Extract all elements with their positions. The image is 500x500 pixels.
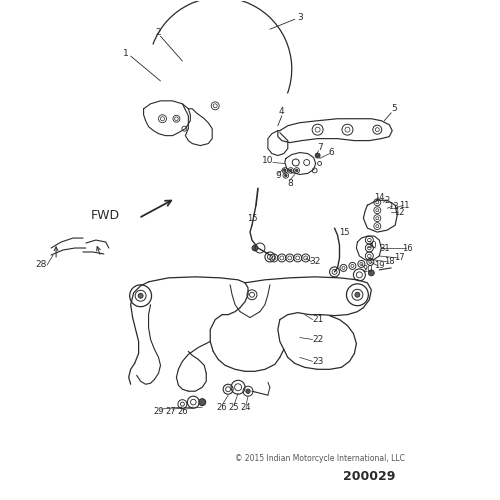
Text: 17: 17 (394, 254, 404, 262)
Circle shape (252, 245, 258, 251)
Text: 26: 26 (177, 406, 188, 416)
Text: 2: 2 (156, 28, 162, 36)
Circle shape (284, 174, 287, 176)
Text: 7: 7 (316, 143, 322, 152)
Text: FWD: FWD (91, 208, 120, 222)
Text: 13: 13 (388, 202, 398, 210)
Text: 29: 29 (154, 406, 164, 416)
Text: 1: 1 (123, 48, 128, 58)
Text: 21: 21 (312, 315, 324, 324)
Circle shape (368, 270, 374, 276)
Circle shape (246, 389, 250, 394)
Circle shape (290, 169, 292, 172)
Text: 10: 10 (262, 156, 274, 165)
Text: 31: 31 (379, 244, 390, 252)
Circle shape (284, 169, 286, 172)
Circle shape (355, 292, 360, 297)
Text: 200029: 200029 (343, 470, 396, 483)
Text: 22: 22 (312, 335, 323, 344)
Text: 18: 18 (384, 258, 394, 266)
Text: 25: 25 (229, 402, 239, 411)
Text: 30: 30 (366, 240, 376, 250)
Text: 4: 4 (279, 108, 284, 116)
Text: 16: 16 (402, 244, 412, 252)
Text: 14: 14 (374, 193, 384, 202)
Text: © 2015 Indian Motorcycle International, LLC: © 2015 Indian Motorcycle International, … (234, 454, 404, 464)
Text: 5: 5 (392, 104, 397, 114)
Text: 32: 32 (309, 258, 320, 266)
Circle shape (296, 169, 298, 172)
Text: 8: 8 (287, 179, 292, 188)
Text: 2: 2 (384, 196, 390, 205)
Text: 19: 19 (374, 262, 384, 270)
Text: 20: 20 (362, 266, 372, 274)
Text: 9: 9 (275, 171, 280, 180)
Text: 24: 24 (241, 402, 252, 411)
Text: 26: 26 (217, 402, 228, 411)
Circle shape (199, 398, 205, 406)
Text: 12: 12 (394, 208, 404, 216)
Circle shape (138, 294, 143, 298)
Text: 28: 28 (36, 260, 47, 270)
Text: 3: 3 (297, 13, 302, 22)
Text: 6: 6 (328, 148, 334, 157)
Text: 11: 11 (399, 200, 409, 210)
Text: 15: 15 (339, 228, 349, 236)
Text: 23: 23 (312, 357, 324, 366)
Text: 27: 27 (165, 406, 176, 416)
Circle shape (315, 153, 320, 158)
Text: 15: 15 (246, 214, 257, 222)
